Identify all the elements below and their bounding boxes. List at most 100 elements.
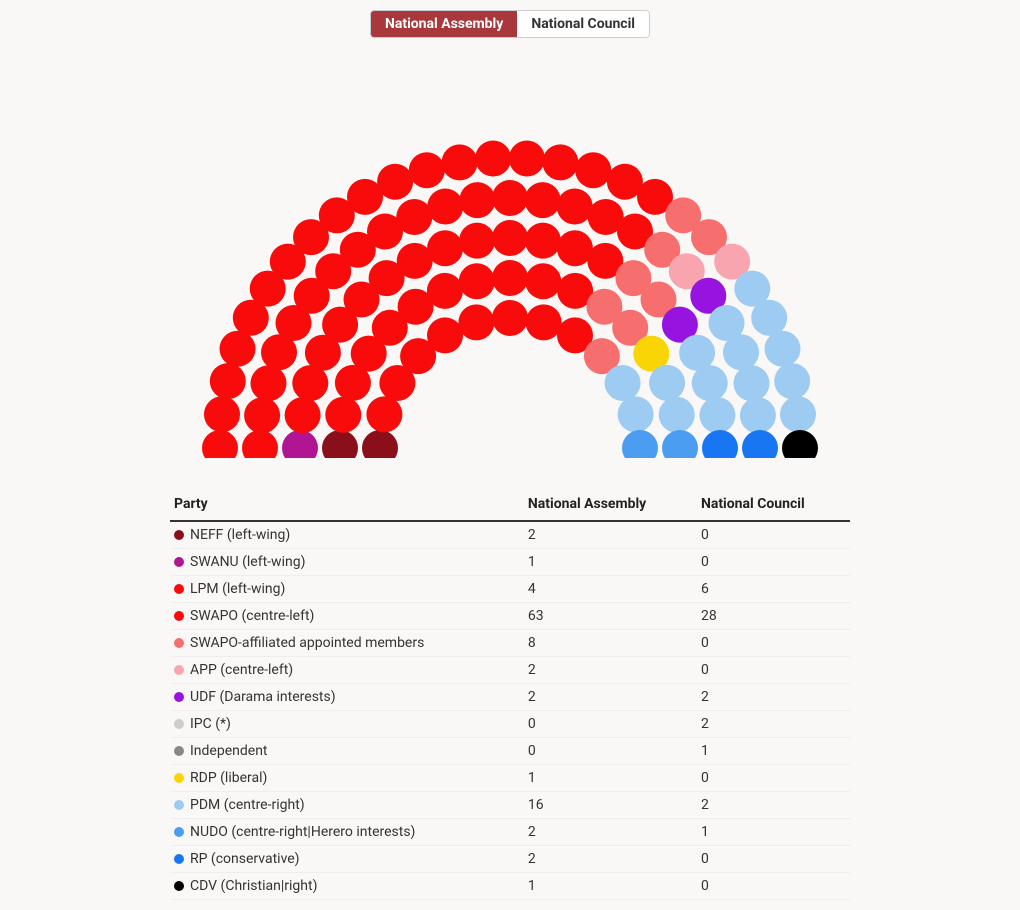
council-count: 0 [697,657,850,684]
party-cell: UDF (Darama interests) [170,684,524,711]
seat [251,365,287,401]
council-count: 0 [697,765,850,792]
council-count: 0 [697,549,850,576]
seat [210,363,246,399]
assembly-count: 2 [524,657,697,684]
seat [662,430,698,458]
seat [458,304,494,340]
seat [699,397,735,433]
seat [526,304,562,340]
tab-bar: National Assembly National Council [170,10,850,38]
assembly-count: 1 [524,549,697,576]
seat [325,397,361,433]
table-row: APP (centre-left)20 [170,657,850,684]
seat [427,273,463,309]
seat [659,397,695,433]
party-name: NEFF (left-wing) [190,527,290,543]
assembly-count: 4 [524,576,697,603]
assembly-count: 1 [524,765,697,792]
col-council: National Council [697,488,850,521]
seat [322,430,358,458]
tab-council[interactable]: National Council [517,11,649,37]
seat [702,430,738,458]
council-count: 6 [697,576,850,603]
seat [475,141,511,177]
seat [525,182,561,218]
party-cell: CDV (Christian|right) [170,873,524,900]
seat [525,263,561,299]
council-count: 1 [697,819,850,846]
party-table: Party National Assembly National Council… [170,488,850,900]
party-color-dot [174,530,184,540]
seat [492,180,528,216]
party-cell: IPC (*) [170,711,524,738]
council-count: 2 [697,684,850,711]
tab-assembly[interactable]: National Assembly [371,11,517,37]
seat [285,397,321,433]
seat [575,152,611,188]
seat [509,141,545,177]
seat [742,430,778,458]
seat [459,182,495,218]
main-container: National Assembly National Council Party… [170,10,850,900]
council-count: 0 [697,521,850,549]
seat [459,223,495,259]
party-cell: Independent [170,738,524,765]
party-cell: RP (conservative) [170,846,524,873]
party-cell: LPM (left-wing) [170,576,524,603]
tab-group: National Assembly National Council [370,10,650,38]
table-row: IPC (*)02 [170,711,850,738]
seat [525,223,561,259]
table-row: LPM (left-wing)46 [170,576,850,603]
party-name: Independent [190,743,268,759]
party-cell: NEFF (left-wing) [170,521,524,549]
table-row: NEFF (left-wing)20 [170,521,850,549]
table-row: NUDO (centre-right|Herero interests)21 [170,819,850,846]
seat [202,430,238,458]
col-assembly: National Assembly [524,488,697,521]
party-name: SWAPO-affiliated appointed members [190,635,424,651]
assembly-count: 0 [524,738,697,765]
party-cell: NUDO (centre-right|Herero interests) [170,819,524,846]
party-cell: SWAPO (centre-left) [170,603,524,630]
party-name: UDF (Darama interests) [190,689,336,705]
seat [751,300,787,336]
council-count: 0 [697,630,850,657]
seat [220,331,256,367]
council-count: 1 [697,738,850,765]
party-cell: APP (centre-left) [170,657,524,684]
council-count: 2 [697,711,850,738]
party-name: RP (conservative) [190,851,300,867]
table-row: PDM (centre-right)162 [170,792,850,819]
party-color-dot [174,665,184,675]
council-count: 0 [697,873,850,900]
party-color-dot [174,827,184,837]
party-name: RDP (liberal) [190,770,267,786]
table-row: SWANU (left-wing)10 [170,549,850,576]
assembly-count: 8 [524,630,697,657]
party-color-dot [174,881,184,891]
col-party: Party [170,488,524,521]
seat [204,396,240,432]
party-name: SWAPO (centre-left) [190,608,314,624]
party-color-dot [174,719,184,729]
party-color-dot [174,692,184,702]
table-row: Independent 01 [170,738,850,765]
party-name: CDV (Christian|right) [190,878,317,894]
seat [557,189,593,225]
seat [649,365,685,401]
party-cell: SWAPO-affiliated appointed members [170,630,524,657]
party-color-dot [174,854,184,864]
party-color-dot [174,638,184,648]
assembly-count: 2 [524,846,697,873]
seat [542,144,578,180]
table-row: RDP (liberal) 10 [170,765,850,792]
party-name: IPC (*) [190,716,231,732]
seat [362,430,398,458]
assembly-count: 16 [524,792,697,819]
seat [492,220,528,256]
seat [692,365,728,401]
table-row: CDV (Christian|right)10 [170,873,850,900]
seat [492,260,528,296]
party-name: PDM (centre-right) [190,797,305,813]
